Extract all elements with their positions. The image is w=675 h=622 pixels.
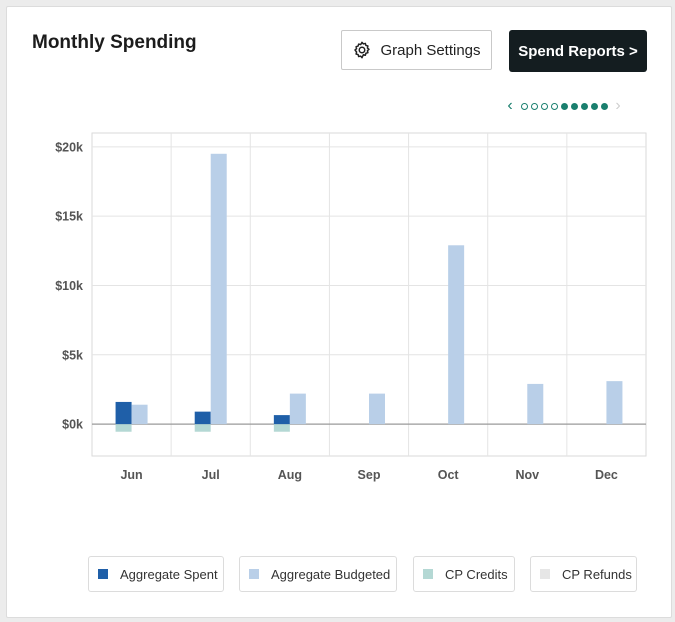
legend-label: CP Credits bbox=[445, 566, 508, 582]
graph-settings-button[interactable]: Graph Settings bbox=[341, 30, 492, 70]
legend-swatch bbox=[249, 569, 259, 579]
x-tick-label: Oct bbox=[438, 468, 460, 482]
legend-item-aggregate-budgeted[interactable]: Aggregate Budgeted bbox=[239, 556, 397, 592]
y-tick-label: $0k bbox=[62, 418, 83, 432]
card-title: Monthly Spending bbox=[32, 32, 197, 53]
bar-aggregate-spent bbox=[273, 415, 290, 425]
bar-cp-credits bbox=[115, 424, 132, 432]
bar-cp-credits bbox=[273, 424, 290, 432]
monthly-spending-card: Monthly Spending Graph Settings Spend Re… bbox=[6, 6, 672, 618]
pager-dot[interactable] bbox=[530, 102, 538, 110]
legend-swatch bbox=[540, 569, 550, 579]
chart-pager: ‹ › bbox=[503, 96, 625, 116]
bar-aggregate-spent bbox=[194, 411, 211, 425]
x-tick-label: Sep bbox=[358, 468, 381, 482]
bar-aggregate-budgeted bbox=[448, 245, 465, 425]
bar-aggregate-budgeted bbox=[131, 404, 148, 425]
y-tick-label: $5k bbox=[62, 348, 83, 362]
x-tick-label: Dec bbox=[595, 468, 618, 482]
graph-settings-label: Graph Settings bbox=[380, 41, 481, 59]
pager-dot[interactable] bbox=[570, 102, 578, 110]
legend-swatch bbox=[423, 569, 433, 579]
legend-swatch bbox=[98, 569, 108, 579]
pager-dot[interactable] bbox=[560, 102, 568, 110]
bar-aggregate-budgeted bbox=[606, 381, 623, 425]
pager-dot[interactable] bbox=[580, 102, 588, 110]
bar-cp-credits bbox=[194, 424, 211, 432]
y-tick-label: $10k bbox=[55, 279, 83, 293]
bar-aggregate-spent bbox=[115, 401, 132, 425]
plot-frame bbox=[91, 132, 647, 457]
pager-dot[interactable] bbox=[540, 102, 548, 110]
bar-aggregate-budgeted bbox=[210, 153, 227, 425]
y-tick-label: $15k bbox=[55, 210, 83, 224]
legend-item-cp-credits[interactable]: CP Credits bbox=[413, 556, 515, 592]
y-tick-label: $20k bbox=[55, 140, 83, 154]
gear-icon bbox=[354, 41, 371, 59]
spend-reports-button[interactable]: Spend Reports > bbox=[509, 30, 647, 72]
bar-aggregate-budgeted bbox=[289, 393, 306, 425]
legend-item-aggregate-spent[interactable]: Aggregate Spent bbox=[88, 556, 224, 592]
x-tick-label: Aug bbox=[278, 468, 302, 482]
pager-prev-icon[interactable]: ‹ bbox=[507, 97, 513, 114]
bar-aggregate-budgeted bbox=[369, 393, 385, 425]
bar-aggregate-budgeted bbox=[527, 383, 544, 425]
pager-next-icon[interactable]: › bbox=[615, 97, 621, 114]
pager-dot[interactable] bbox=[600, 102, 608, 110]
legend-item-cp-refunds[interactable]: CP Refunds bbox=[530, 556, 637, 592]
legend-label: Aggregate Spent bbox=[120, 566, 218, 582]
x-tick-label: Jul bbox=[202, 468, 220, 482]
pager-dot[interactable] bbox=[520, 102, 528, 110]
x-tick-label: Jun bbox=[120, 468, 142, 482]
pager-dots bbox=[519, 102, 609, 110]
pager-dot[interactable] bbox=[590, 102, 598, 110]
legend-label: Aggregate Budgeted bbox=[271, 566, 391, 582]
x-tick-label: Nov bbox=[515, 468, 539, 482]
monthly-spending-chart: $0k $5k $10k $15k $20k Jun Jul Aug Sep Oct Nov Dec bbox=[55, 132, 647, 482]
legend-label: CP Refunds bbox=[562, 566, 632, 582]
pager-dot[interactable] bbox=[550, 102, 558, 110]
